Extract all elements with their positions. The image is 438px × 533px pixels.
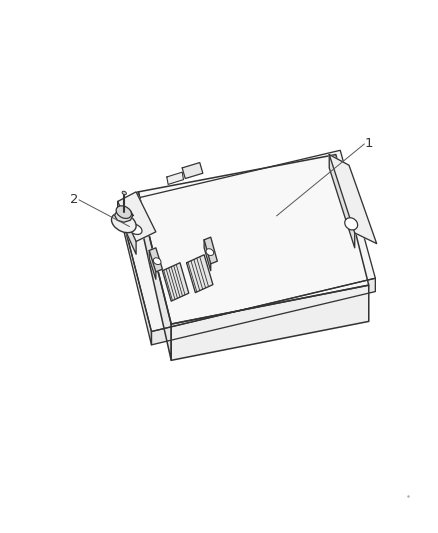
Ellipse shape [122,191,126,195]
Ellipse shape [205,249,213,255]
Text: 1: 1 [364,138,372,150]
Ellipse shape [153,258,161,264]
Polygon shape [151,278,374,345]
Polygon shape [149,251,155,279]
Polygon shape [117,201,136,254]
Polygon shape [328,155,354,248]
Polygon shape [138,155,368,324]
Polygon shape [186,255,212,293]
Polygon shape [149,248,162,272]
Polygon shape [117,192,155,241]
Polygon shape [171,285,368,360]
Ellipse shape [116,206,131,219]
Ellipse shape [111,213,136,232]
Ellipse shape [344,218,357,230]
Polygon shape [118,150,374,332]
Polygon shape [328,155,376,244]
Polygon shape [162,263,188,301]
Polygon shape [182,163,202,179]
Polygon shape [114,208,133,222]
Polygon shape [204,240,210,271]
Ellipse shape [128,224,141,235]
Polygon shape [138,192,171,360]
Polygon shape [204,237,217,264]
Polygon shape [118,203,151,345]
Polygon shape [166,172,183,184]
Text: 2: 2 [70,193,79,206]
